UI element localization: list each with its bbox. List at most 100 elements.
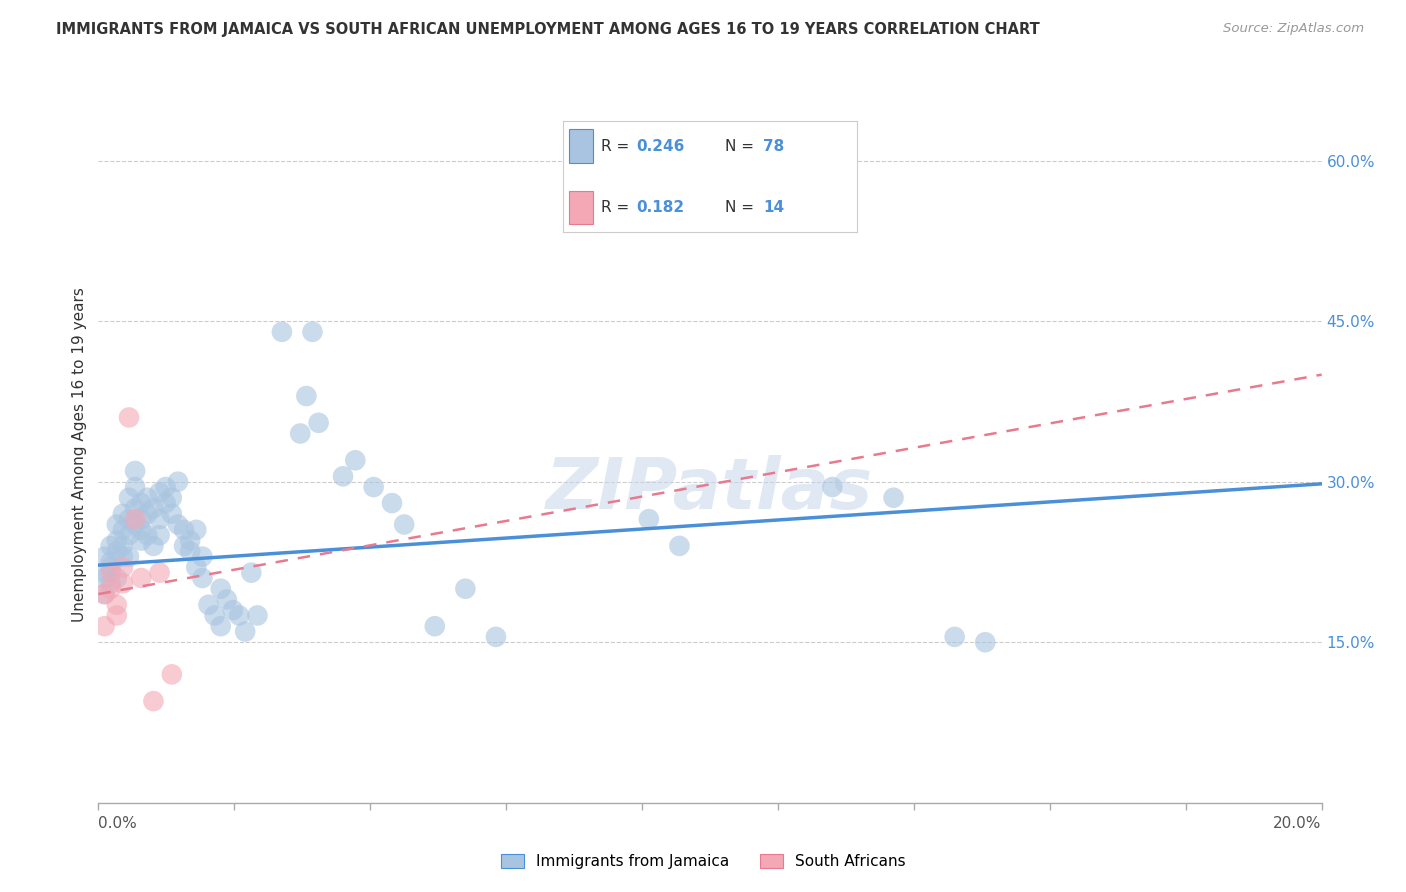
Point [105, 571, 128, 585]
Point [149, 512, 172, 526]
Point [93, 549, 115, 564]
Point [118, 528, 141, 542]
Point [100, 539, 122, 553]
Point [111, 507, 134, 521]
Point [93, 587, 115, 601]
Point [105, 598, 128, 612]
Text: Source: ZipAtlas.com: Source: ZipAtlas.com [1223, 22, 1364, 36]
Point [160, 491, 183, 505]
Point [222, 603, 245, 617]
Point [332, 469, 354, 483]
Point [485, 630, 508, 644]
Point [233, 624, 256, 639]
Point [173, 523, 195, 537]
Point [191, 549, 214, 564]
Point [124, 512, 146, 526]
Point [240, 566, 263, 580]
Point [111, 576, 134, 591]
Point [454, 582, 477, 596]
Point [111, 549, 134, 564]
Point [246, 608, 269, 623]
Point [381, 496, 404, 510]
Point [100, 555, 122, 569]
Point [155, 480, 177, 494]
Point [100, 576, 122, 591]
Point [129, 496, 152, 510]
Point [149, 566, 172, 580]
Point [100, 582, 122, 596]
Point [228, 608, 250, 623]
Point [423, 619, 446, 633]
Point [93, 571, 115, 585]
Text: IMMIGRANTS FROM JAMAICA VS SOUTH AFRICAN UNEMPLOYMENT AMONG AGES 16 TO 19 YEARS : IMMIGRANTS FROM JAMAICA VS SOUTH AFRICAN… [56, 22, 1040, 37]
Point [124, 517, 146, 532]
Point [93, 566, 115, 580]
Point [93, 619, 115, 633]
Point [118, 491, 141, 505]
Point [124, 501, 146, 516]
Point [118, 512, 141, 526]
Point [105, 517, 128, 532]
Point [290, 426, 312, 441]
Text: ZIPatlas: ZIPatlas [547, 455, 873, 524]
Point [129, 533, 152, 548]
Point [301, 325, 323, 339]
Point [93, 587, 115, 601]
Point [821, 480, 844, 494]
Point [943, 630, 966, 644]
Point [974, 635, 997, 649]
Point [136, 491, 159, 505]
Point [129, 571, 152, 585]
Point [179, 544, 201, 558]
Legend: Immigrants from Jamaica, South Africans: Immigrants from Jamaica, South Africans [495, 848, 911, 875]
Point [136, 507, 159, 521]
Point [111, 539, 134, 553]
Point [129, 512, 152, 526]
Point [142, 501, 165, 516]
Point [142, 694, 165, 708]
Point [167, 517, 190, 532]
Text: 0.0%: 0.0% [98, 816, 138, 831]
Point [363, 480, 385, 494]
Point [209, 619, 232, 633]
Point [759, 212, 782, 227]
Point [209, 582, 232, 596]
Point [883, 491, 905, 505]
Point [105, 608, 128, 623]
Point [270, 325, 292, 339]
Point [155, 496, 177, 510]
Text: 20.0%: 20.0% [1274, 816, 1322, 831]
Point [637, 512, 661, 526]
Point [160, 507, 183, 521]
Point [197, 598, 219, 612]
Point [308, 416, 330, 430]
Point [167, 475, 190, 489]
Point [173, 539, 195, 553]
Point [215, 592, 238, 607]
Point [100, 566, 122, 580]
Point [668, 539, 690, 553]
Point [111, 560, 134, 574]
Point [129, 523, 152, 537]
Point [105, 544, 128, 558]
Point [111, 523, 134, 537]
Point [136, 528, 159, 542]
Point [344, 453, 367, 467]
Point [191, 571, 214, 585]
Point [142, 539, 165, 553]
Point [100, 560, 122, 574]
Point [186, 523, 208, 537]
Point [179, 533, 201, 548]
Point [118, 410, 141, 425]
Point [118, 549, 141, 564]
Point [149, 485, 172, 500]
Point [295, 389, 318, 403]
Point [186, 560, 208, 574]
Point [124, 464, 146, 478]
Point [105, 533, 128, 548]
Point [392, 517, 416, 532]
Point [204, 608, 226, 623]
Y-axis label: Unemployment Among Ages 16 to 19 years: Unemployment Among Ages 16 to 19 years [72, 287, 87, 623]
Point [124, 480, 146, 494]
Point [160, 667, 183, 681]
